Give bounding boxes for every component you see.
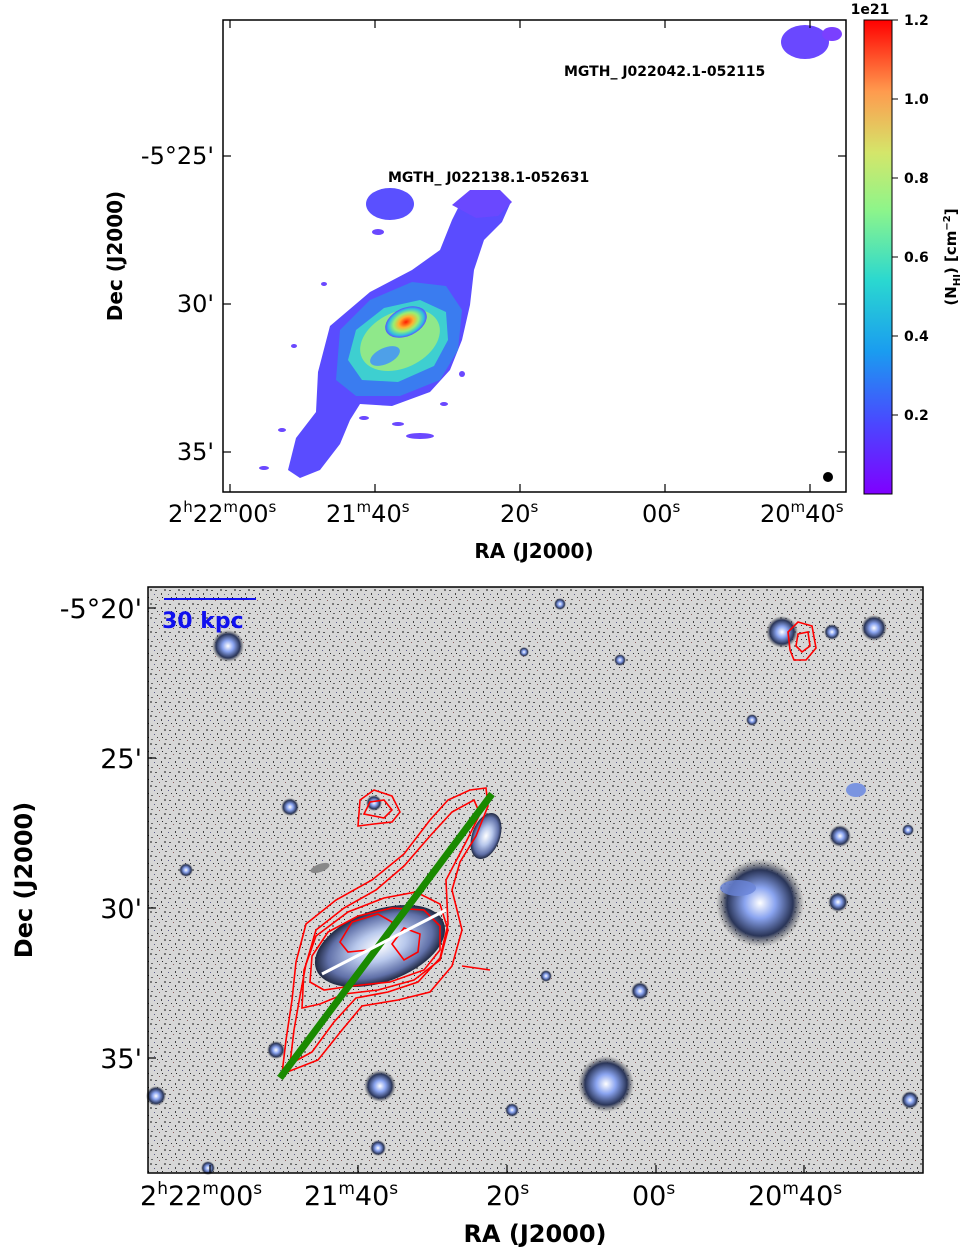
hi-map-panel: MGTH_ J022042.1-052115 MGTH_ J022138.1-0… [103, 2, 960, 563]
field-sources [146, 598, 919, 1175]
scale-bar-label: 30 kpc [162, 609, 244, 634]
beam-marker [823, 472, 833, 482]
optical-overlay-panel: 30 kpc 2h22m00s 21m40s 20s 00s [10, 586, 924, 1248]
top-y-tick-0: -5°25' [141, 142, 214, 170]
hi-noise-blobs [259, 229, 465, 470]
bottom-y-tick-1: 25' [100, 744, 142, 775]
bottom-x-ticks [209, 1165, 805, 1173]
top-y-axis-title: Dec (J2000) [103, 191, 127, 321]
colorbar: 1e21 0.2 0.4 0.6 0.8 1.0 1.2 (NHI) [cm−2… [851, 2, 960, 495]
colorbar-tick-5: 1.2 [904, 13, 929, 29]
bottom-x-tick-1: 21m40s [304, 1179, 398, 1212]
major-axis-line [277, 791, 495, 1081]
bottom-y-ticks [148, 607, 156, 1059]
top-y-ticks [223, 155, 846, 453]
top-x-tick-2: 20s [500, 498, 539, 528]
bottom-y-axis-title: Dec (J2000) [10, 802, 38, 958]
hi-emission-ne-source [781, 25, 842, 59]
bottom-x-axis-title: RA (J2000) [463, 1220, 606, 1248]
colorbar-label: (NHI) [cm−2] [942, 208, 960, 305]
colorbar-tick-4: 1.0 [904, 92, 929, 108]
hi-emission-companion [366, 188, 414, 220]
optical-image-frame [147, 586, 924, 1174]
source-label-ne: MGTH_ J022042.1-052115 [564, 64, 765, 80]
top-y-tick-1: 30' [177, 290, 214, 318]
colorbar-tick-2: 0.6 [904, 250, 929, 266]
top-x-tick-4: 20m40s [760, 498, 844, 528]
bottom-x-tick-0: 2h22m00s [140, 1179, 262, 1212]
top-x-ticks [229, 20, 811, 492]
bottom-y-tick-0: -5°20' [60, 594, 142, 625]
top-x-tick-0: 2h22m00s [168, 498, 277, 528]
top-y-tick-2: 35' [177, 438, 214, 466]
bottom-x-tick-3: 00s [632, 1179, 675, 1212]
minor-axis-line [321, 908, 447, 976]
bottom-x-tick-2: 20s [486, 1179, 529, 1212]
optical-image-background [148, 587, 923, 1173]
bottom-y-tick-2: 30' [100, 894, 142, 925]
bottom-x-tick-4: 20m40s [748, 1179, 842, 1212]
hi-emission-main [288, 190, 512, 478]
colorbar-tick-0: 0.2 [904, 408, 929, 424]
source-label-main: MGTH_ J022138.1-052631 [388, 170, 589, 186]
colorbar-tick-1: 0.4 [904, 329, 929, 345]
top-x-axis-title: RA (J2000) [474, 539, 593, 563]
top-x-tick-3: 00s [642, 498, 681, 528]
top-x-tick-1: 21m40s [326, 498, 410, 528]
colorbar-tick-3: 0.8 [904, 171, 929, 187]
colorbar-scale [863, 19, 893, 495]
bottom-y-tick-3: 35' [100, 1044, 142, 1075]
companion-galaxy [366, 795, 382, 811]
colorbar-offset-text: 1e21 [851, 2, 890, 18]
